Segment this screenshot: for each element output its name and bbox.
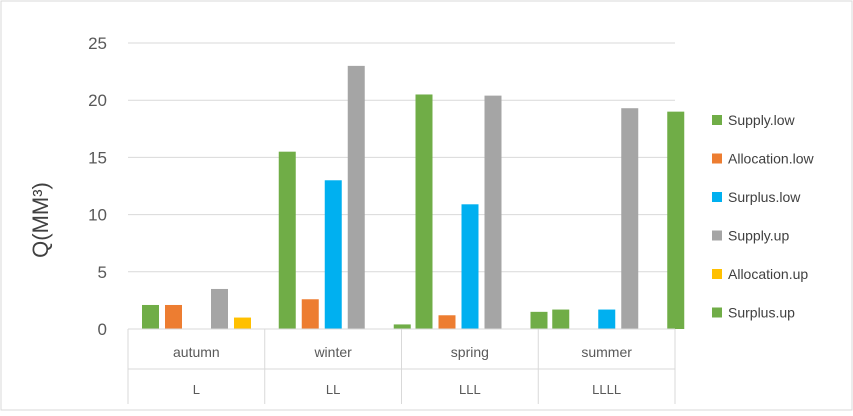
legend-swatch xyxy=(712,269,722,279)
legend-label: Supply.low xyxy=(728,112,796,128)
legend: Supply.low Allocation.low Surplus.low Suppl… xyxy=(712,112,814,321)
legend-label: Surplus.low xyxy=(728,189,801,205)
legend-label: Supply.up xyxy=(728,228,789,244)
x-tick-label: summer xyxy=(581,344,632,360)
bar-allocation-low-autumn xyxy=(165,304,182,329)
x-group-label: LLL xyxy=(459,382,481,397)
bar-surplus-up-summer xyxy=(667,111,685,329)
x-tick-label: autumn xyxy=(173,344,220,360)
legend-label: Allocation.low xyxy=(728,151,814,167)
legend-swatch xyxy=(712,230,722,241)
legend-swatch xyxy=(712,192,722,202)
y-axis-title: Q(MM³) xyxy=(28,182,53,258)
bar-supply-low-autumn xyxy=(142,304,159,329)
legend-swatch xyxy=(712,307,722,318)
x-group-label: LLLL xyxy=(592,382,621,397)
bar-surplus-up-spring xyxy=(530,311,548,329)
y-tick-label: 25 xyxy=(88,34,107,53)
bars xyxy=(142,65,685,330)
x-group-label: LL xyxy=(326,382,340,397)
legend-label: Allocation.up xyxy=(728,266,808,282)
bar-supply-low-spring xyxy=(415,94,433,329)
bar-supply-low-winter xyxy=(278,151,296,329)
gridlines xyxy=(128,42,675,273)
y-tick-label: 15 xyxy=(88,148,107,167)
bar-surplus-up-winter xyxy=(393,324,411,329)
bar-allocation-up-autumn xyxy=(234,317,251,329)
legend-swatch xyxy=(712,115,722,125)
x-group-label: L xyxy=(193,382,200,397)
bar-surplus-low-winter xyxy=(324,180,342,329)
bar-allocation-low-winter xyxy=(301,299,319,329)
bar-allocation-low-spring xyxy=(438,315,456,329)
y-tick-label: 5 xyxy=(98,263,107,282)
legend-label: Surplus.up xyxy=(728,305,795,321)
bar-supply-up-autumn xyxy=(211,288,228,329)
y-tick-label: 20 xyxy=(88,91,107,110)
bar-supply-up-spring xyxy=(484,95,502,330)
legend-swatch xyxy=(712,153,722,164)
bar-supply-up-winter xyxy=(347,65,365,329)
x-tick-label: spring xyxy=(451,344,489,360)
bar-supply-up-summer xyxy=(621,108,639,329)
bar-supply-low-summer xyxy=(552,309,570,329)
bar-surplus-low-spring xyxy=(461,204,479,329)
bar-surplus-low-summer xyxy=(598,309,616,329)
x-tick-label: winter xyxy=(313,344,352,360)
y-tick-label: 0 xyxy=(98,320,107,339)
y-tick-label: 10 xyxy=(88,206,107,225)
